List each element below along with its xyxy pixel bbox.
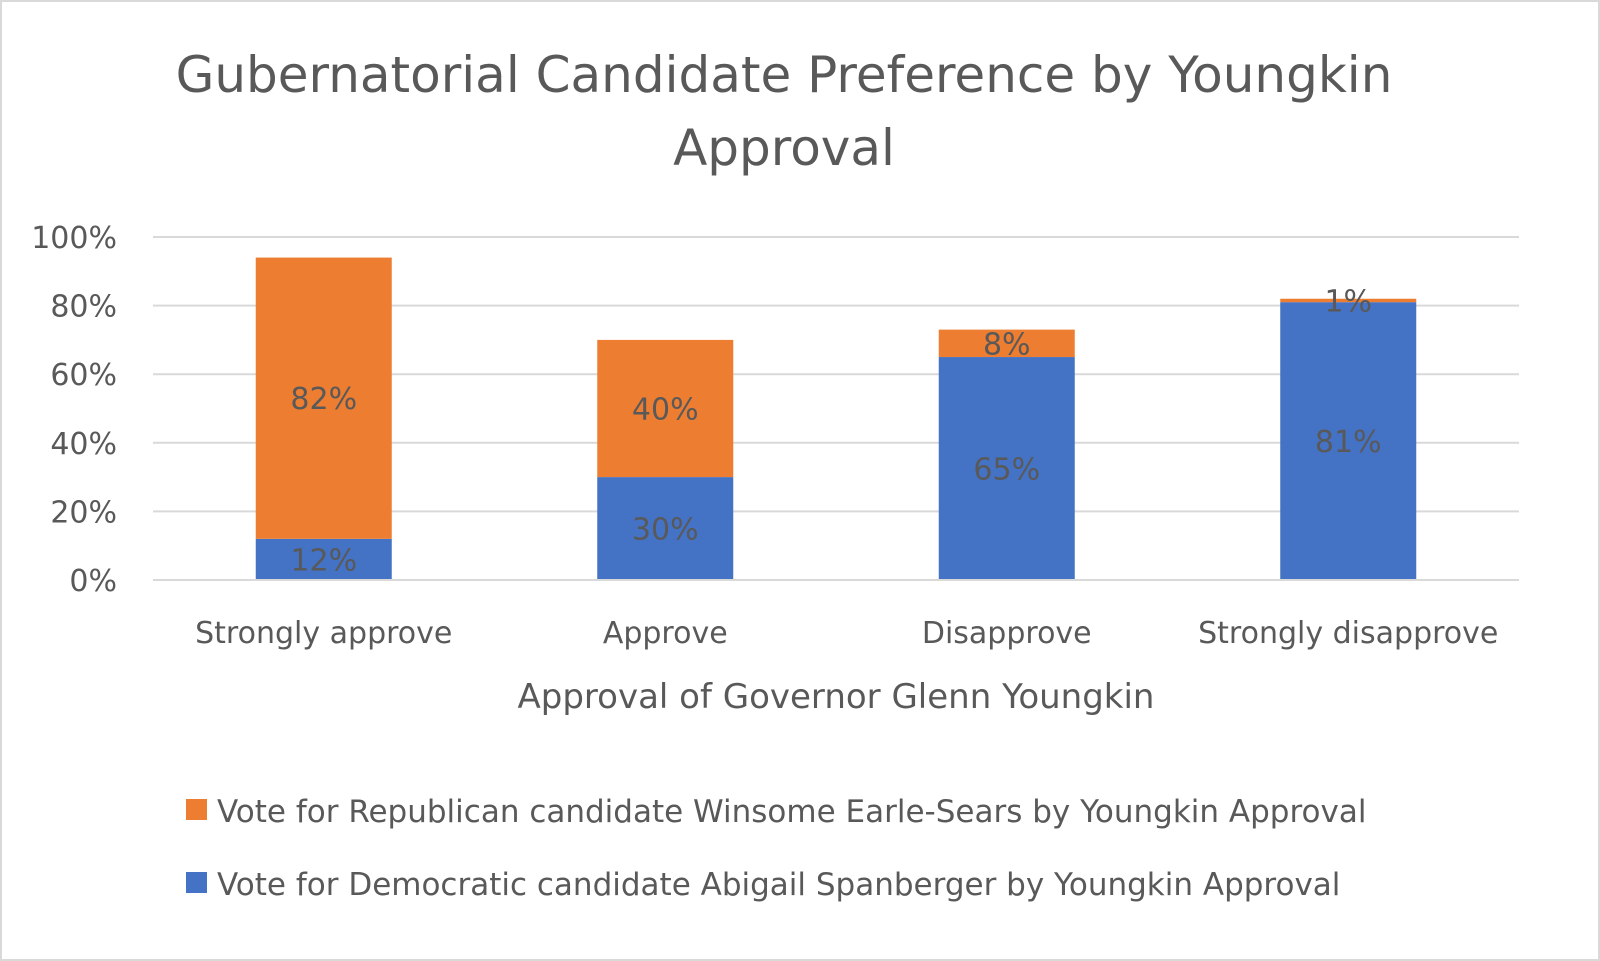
data-label: 8%	[983, 327, 1031, 362]
bar-segment-series-0	[938, 357, 1075, 580]
y-tick-label: 60%	[50, 358, 117, 393]
bar-segment-series-1	[938, 329, 1075, 358]
data-label: 30%	[632, 513, 699, 548]
bar-segment-series-0	[597, 477, 734, 580]
data-label: 81%	[1315, 425, 1382, 460]
x-axis-title: Approval of Governor Glenn Youngkin	[518, 677, 1155, 717]
y-tick-label: 100%	[31, 221, 117, 256]
y-tick-label: 40%	[50, 427, 117, 462]
legend-label: Vote for Democratic candidate Abigail Sp…	[217, 867, 1340, 903]
y-tick-label: 20%	[50, 495, 117, 530]
bar-segment-series-0	[1280, 302, 1417, 580]
legend-swatch	[186, 872, 207, 893]
x-tick-label: Approve	[603, 616, 728, 651]
bar-segment-series-1	[597, 339, 734, 478]
x-tick-label: Disapprove	[922, 616, 1092, 651]
data-label: 82%	[290, 382, 357, 417]
data-label: 40%	[632, 393, 699, 428]
legend-swatch	[186, 799, 207, 820]
bar-segment-series-1	[255, 257, 392, 539]
x-tick-label: Strongly approve	[195, 616, 452, 651]
bar-segment-series-0	[255, 538, 392, 580]
chart-title-line-1: Gubernatorial Candidate Preference by Yo…	[176, 46, 1393, 104]
y-tick-label: 0%	[69, 564, 117, 599]
data-label: 12%	[290, 543, 357, 578]
y-tick-label: 80%	[50, 290, 117, 325]
x-tick-label: Strongly disapprove	[1198, 616, 1498, 651]
data-label: 65%	[973, 453, 1040, 488]
chart-title-line-2: Approval	[673, 119, 895, 177]
bar-segment-series-1	[1280, 298, 1417, 303]
legend-label: Vote for Republican candidate Winsome Ea…	[217, 794, 1366, 830]
data-label: 1%	[1324, 284, 1372, 319]
